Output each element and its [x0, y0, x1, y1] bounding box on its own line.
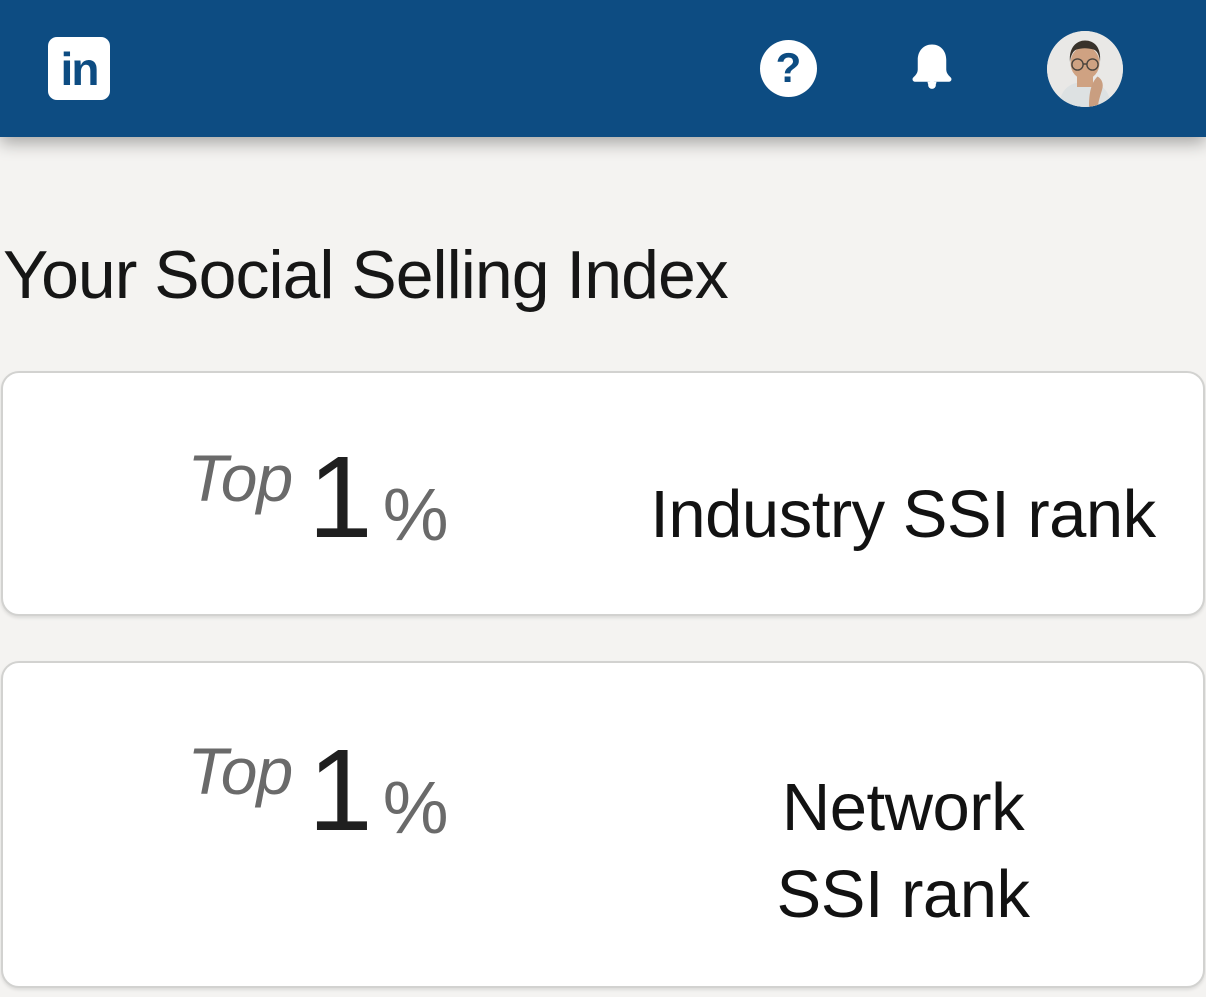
- network-ssi-rank-card: Top 1 % Network SSI rank: [1, 661, 1205, 988]
- nav-actions: ?: [760, 30, 1123, 107]
- linkedin-logo[interactable]: in: [48, 37, 110, 100]
- industry-rank-label: Industry SSI rank: [650, 477, 1156, 552]
- network-rank-value: Top 1 %: [3, 723, 603, 857]
- rank-percent-sign: %: [382, 473, 449, 556]
- network-rank-label: Network SSI rank: [776, 770, 1030, 933]
- question-mark-glyph: ?: [775, 43, 802, 91]
- rank-percent-sign: %: [382, 766, 449, 849]
- industry-rank-value: Top 1 %: [3, 430, 603, 564]
- rank-number: 1: [308, 725, 373, 855]
- page-title: Your Social Selling Index: [3, 237, 729, 313]
- industry-ssi-rank-card: Top 1 % Industry SSI rank: [1, 371, 1205, 616]
- linkedin-logo-text: in: [60, 43, 100, 95]
- question-mark-icon: ?: [760, 40, 817, 97]
- network-rank-label-col: Network SSI rank: [603, 764, 1203, 938]
- ssi-content: Your Social Selling Index Top 1 % Indust…: [0, 241, 1206, 988]
- avatar-photo: [1047, 30, 1123, 107]
- industry-rank-label-col: Industry SSI rank: [603, 471, 1203, 558]
- rank-number: 1: [308, 432, 373, 562]
- rank-prefix: Top: [187, 734, 294, 808]
- top-nav-bar: in ?: [0, 0, 1206, 137]
- help-button[interactable]: ?: [760, 40, 817, 97]
- bell-icon: [912, 44, 952, 89]
- rank-prefix: Top: [187, 441, 294, 515]
- profile-avatar[interactable]: [1047, 30, 1123, 107]
- notifications-button[interactable]: [902, 37, 962, 101]
